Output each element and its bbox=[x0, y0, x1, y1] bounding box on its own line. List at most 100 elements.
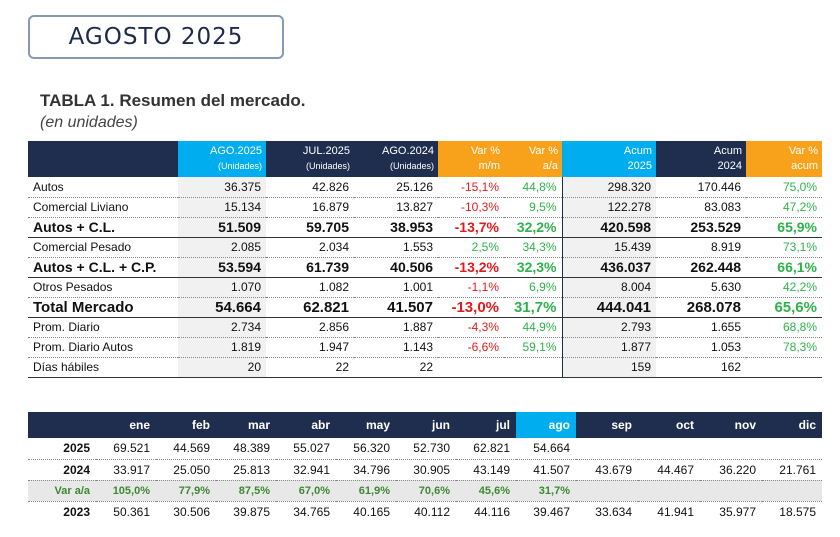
table-title: TABLA 1. Resumen del mercado. bbox=[40, 91, 306, 110]
row-label: Otros Pesados bbox=[28, 277, 178, 298]
table-cell: 1.655 bbox=[656, 317, 746, 338]
monthly-cell bbox=[700, 438, 762, 460]
table-cell: 436.037 bbox=[561, 257, 656, 278]
table-cell: 1.877 bbox=[561, 337, 656, 358]
monthly-cell: 39.875 bbox=[233, 504, 270, 519]
header-ago2025: AGO.2025 (Unidades) bbox=[178, 141, 266, 177]
row-label: Autos bbox=[28, 177, 178, 198]
table-cell: 78,3% bbox=[746, 337, 822, 358]
month-header: nov bbox=[700, 412, 762, 438]
monthly-cell: 21.761 bbox=[762, 459, 822, 481]
table-row: Autos + C.L. + C.P. 53.594 61.739 40.506 -13… bbox=[28, 257, 822, 278]
monthly-cell: 61,9% bbox=[336, 480, 396, 502]
monthly-cell: 39.467 bbox=[533, 504, 570, 519]
table-cell: 38.953 bbox=[354, 217, 438, 238]
monthly-cell: 44.116 bbox=[474, 504, 510, 519]
monthly-cell: 52.730 bbox=[396, 438, 456, 460]
table-cell: 31,7% bbox=[504, 297, 562, 318]
monthly-cell: 43.149 bbox=[456, 459, 516, 481]
table-cell: 42,2% bbox=[746, 277, 822, 298]
monthly-cell: 33.917 bbox=[96, 459, 156, 481]
monthly-cell: 50.361 bbox=[113, 504, 150, 519]
monthly-cell: 40.165 bbox=[353, 504, 390, 519]
table-cell: -15,1% bbox=[438, 177, 504, 198]
table-cell: 54.664 bbox=[178, 297, 266, 318]
table-cell: 42.826 bbox=[266, 177, 354, 198]
monthly-cell bbox=[576, 438, 638, 460]
header-acum2025: Acum 2025 bbox=[562, 141, 656, 177]
table-cell: 2.085 bbox=[178, 237, 266, 258]
table-cell: 83.083 bbox=[656, 197, 746, 218]
table-cell bbox=[438, 357, 504, 378]
monthly-cell: 18.575 bbox=[779, 504, 816, 519]
table-cell: 16.879 bbox=[266, 197, 354, 218]
monthly-cell: 35.977 bbox=[719, 504, 756, 519]
table-cell: 159 bbox=[561, 357, 656, 378]
monthly-row-label: 2024 bbox=[28, 459, 96, 481]
row-label: Prom. Diario Autos bbox=[28, 337, 178, 358]
monthly-cell bbox=[638, 438, 700, 460]
monthly-cell: 44.569 bbox=[156, 438, 216, 460]
table-cell: 73,1% bbox=[746, 237, 822, 258]
monthly-cell: 34.765 bbox=[293, 504, 330, 519]
row-label: Autos + C.L. + C.P. bbox=[28, 257, 178, 278]
monthly-row-label: Var a/a bbox=[28, 480, 96, 502]
monthly-row-label: 2023 bbox=[63, 504, 90, 519]
main-header-row: AGO.2025 (Unidades) JUL.2025 (Unidades) AG… bbox=[28, 141, 822, 177]
table-cell: -13,0% bbox=[438, 297, 504, 318]
table-cell: 15.134 bbox=[178, 197, 266, 218]
monthly-cell: 105,0% bbox=[96, 480, 156, 502]
header-label-cell bbox=[28, 141, 178, 177]
table-cell: 1.553 bbox=[354, 237, 438, 258]
table-cell: 75,0% bbox=[746, 177, 822, 198]
table-cell: 1.947 bbox=[266, 337, 354, 358]
table-cell: -6,6% bbox=[438, 337, 504, 358]
table-cell: 44,8% bbox=[504, 177, 562, 198]
monthly-cell: 40.112 bbox=[414, 504, 450, 519]
monthly-cell: 36.220 bbox=[700, 459, 762, 481]
table-cell bbox=[746, 357, 822, 378]
table-cell: 65,9% bbox=[746, 217, 822, 238]
monthly-row-label: 2025 bbox=[28, 438, 96, 460]
table-cell: 65,6% bbox=[746, 297, 822, 318]
month-header: sep bbox=[576, 412, 638, 438]
table-cell: 420.598 bbox=[561, 217, 656, 238]
table-cell: 61.739 bbox=[266, 257, 354, 278]
monthly-cell bbox=[762, 438, 822, 460]
header-var-acum: Var % acum bbox=[746, 141, 822, 177]
month-header: dic bbox=[762, 412, 822, 438]
table-row: Total Mercado 54.664 62.821 41.507 -13,0% 31,… bbox=[28, 297, 822, 318]
month-header: jul bbox=[456, 412, 516, 438]
month-header: oct bbox=[638, 412, 700, 438]
table-cell: -13,7% bbox=[438, 217, 504, 238]
table-cell: 262.448 bbox=[656, 257, 746, 278]
table-cell: 15.439 bbox=[561, 237, 656, 258]
table-cell: 66,1% bbox=[746, 257, 822, 278]
table-cell: 298.320 bbox=[561, 177, 656, 198]
table-cell: 1.053 bbox=[656, 337, 746, 358]
row-label: Días hábiles bbox=[28, 357, 178, 378]
month-header: feb bbox=[156, 412, 216, 438]
row-label: Prom. Diario bbox=[28, 317, 178, 338]
monthly-cell: 30.506 bbox=[173, 504, 210, 519]
header-var-aa: Var % a/a bbox=[504, 141, 562, 177]
monthly-cell: 45,6% bbox=[456, 480, 516, 502]
monthly-cell: 30.905 bbox=[396, 459, 456, 481]
table-row: Comercial Pesado 2.085 2.034 1.553 2,5% 34,3%… bbox=[28, 237, 822, 258]
table-cell: 59.705 bbox=[266, 217, 354, 238]
month-header: ago bbox=[516, 412, 576, 438]
monthly-row: 2025 69.521 44.569 48.389 55.027 56.320 52.730… bbox=[28, 438, 822, 460]
table-cell: 2.793 bbox=[561, 317, 656, 338]
table-subtitle: (en unidades) bbox=[40, 114, 138, 131]
monthly-cell: 62.821 bbox=[456, 438, 516, 460]
month-header: abr bbox=[276, 412, 336, 438]
row-label: Autos + C.L. bbox=[28, 217, 178, 238]
monthly-cell: 33.634 bbox=[595, 504, 632, 519]
table-cell: 40.506 bbox=[354, 257, 438, 278]
table-row: Comercial Liviano 15.134 16.879 13.827 -10,3… bbox=[28, 197, 822, 218]
table-row: Días hábiles 20 22 22 159 162 bbox=[28, 357, 822, 378]
table-cell: 34,3% bbox=[504, 237, 562, 258]
table-cell: 36.375 bbox=[178, 177, 266, 198]
table-cell: 1.070 bbox=[178, 277, 266, 298]
table-cell: 53.594 bbox=[178, 257, 266, 278]
